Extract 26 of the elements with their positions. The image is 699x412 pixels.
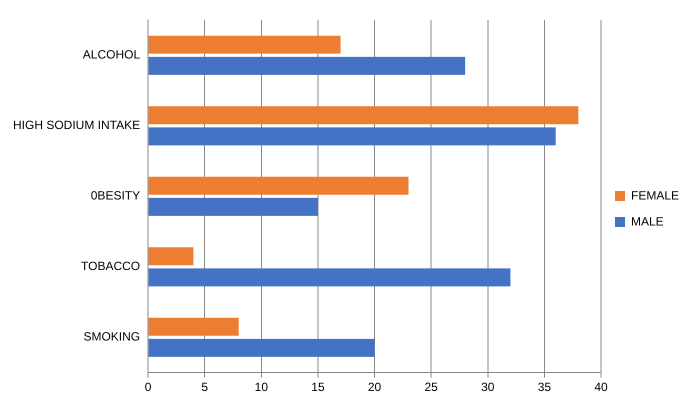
x-tick-label: 20 (368, 380, 382, 394)
bar (148, 198, 318, 216)
x-tick-label: 25 (424, 380, 438, 394)
y-tick-label: ALCOHOL (82, 48, 140, 62)
bar (148, 56, 466, 75)
bar (148, 247, 194, 266)
x-tick-label: 5 (201, 380, 208, 394)
x-tick-label: 15 (311, 380, 325, 394)
y-tick-label: 0BESITY (90, 188, 140, 203)
x-tick-label: 30 (481, 380, 495, 394)
bar (148, 176, 409, 195)
bar (148, 268, 510, 286)
y-tick-label: SMOKING (83, 330, 140, 344)
legend-label: FEMALE (630, 188, 680, 202)
bar (148, 127, 556, 146)
bar (148, 36, 341, 54)
x-tick-label: 35 (538, 380, 552, 394)
x-tick-label: 40 (594, 380, 608, 394)
y-tick-label: HIGH SODIUM INTAKE (12, 118, 140, 132)
bar (148, 338, 375, 357)
y-tick-label: TOBACCO (80, 259, 140, 274)
legend-label: MALE (630, 214, 664, 228)
bar (148, 318, 239, 336)
bar (148, 106, 578, 124)
x-tick-label: 0 (144, 380, 152, 394)
x-tick-label: 10 (254, 380, 268, 394)
